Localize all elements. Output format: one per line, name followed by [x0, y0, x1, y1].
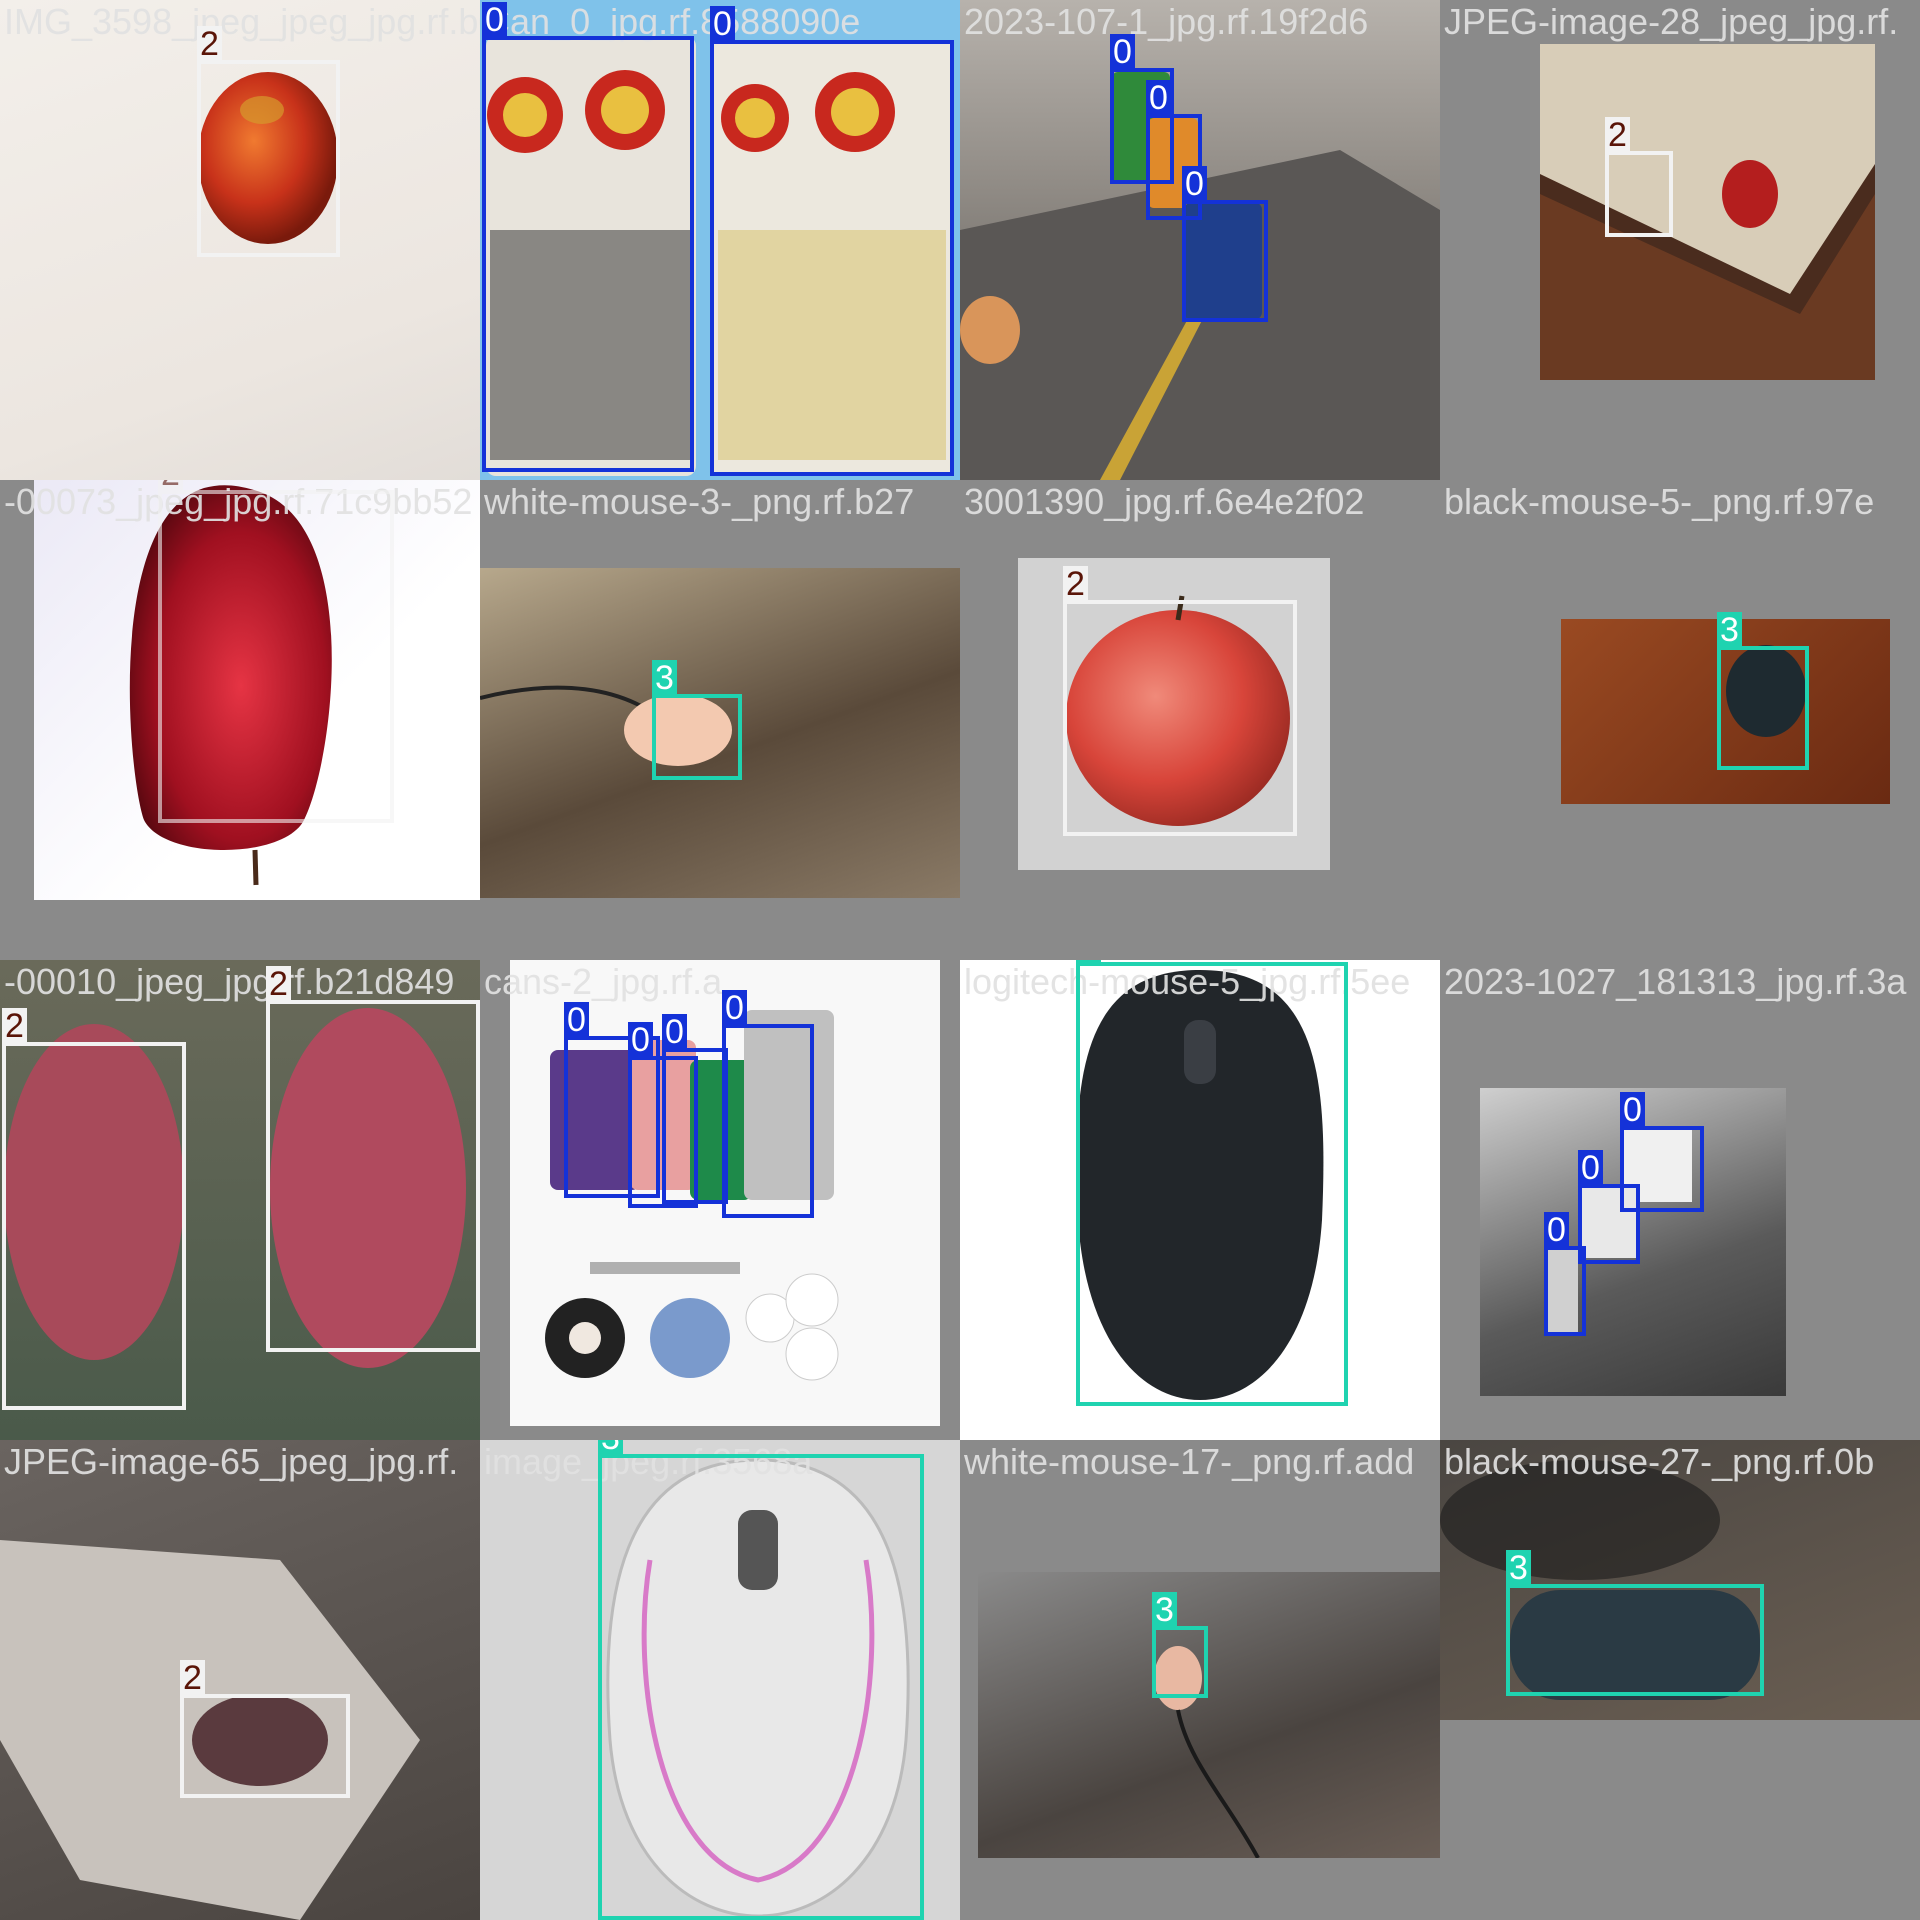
dark-apple-photo	[0, 1440, 480, 1920]
bounding-box: 0	[628, 1022, 698, 1208]
red-apple-illustration	[129, 485, 332, 886]
pink-apples-photo	[0, 960, 480, 1440]
bounding-box: 3	[1717, 612, 1809, 770]
bounding-box: 0	[722, 990, 814, 1218]
class-label: 0	[1544, 1212, 1569, 1248]
bounding-box: 3	[1506, 1550, 1764, 1696]
mosaic-tile: 2023-1027_181313_jpg.rf.3a 0 0 0	[1440, 960, 1920, 1440]
image-filename: white-mouse-17-_png.rf.add	[964, 1441, 1415, 1482]
bounding-box: 0	[564, 1002, 660, 1198]
image-filename: black-mouse-5-_png.rf.97e	[1444, 481, 1875, 522]
class-label: 0	[710, 6, 735, 42]
apple-grey-photo	[1018, 558, 1330, 870]
apple-photo	[0, 0, 480, 480]
class-label: 3	[1717, 612, 1742, 648]
class-label: 0	[1146, 80, 1171, 116]
class-label: 0	[722, 990, 747, 1026]
mosaic-tile: JPEG-image-28_jpeg_jpg.rf. 2	[1440, 0, 1920, 480]
class-label: 2	[2, 1008, 27, 1044]
image-filename: 3001390_jpg.rf.6e4e2f02	[964, 481, 1365, 522]
bounding-box: 0	[1182, 166, 1268, 322]
bounding-box: 0	[1578, 1150, 1640, 1264]
class-label: 0	[564, 1002, 589, 1038]
bounding-box: 0	[1620, 1092, 1704, 1212]
class-label: 3	[1152, 1592, 1177, 1628]
logitech-mouse-photo	[960, 960, 1440, 1440]
apple-on-lace-photo	[1540, 44, 1875, 380]
bounding-box: 2	[1605, 117, 1673, 237]
red-apple-photo	[34, 480, 480, 900]
small-mouse-illustration	[1154, 1646, 1260, 1858]
class-label: 0	[662, 1014, 687, 1050]
mosaic-tile: black-mouse-5-_png.rf.97e 3	[1440, 480, 1920, 960]
cans-photo	[480, 0, 960, 480]
mosaic-tile: IMG_3598_jpeg_jpeg_jpg.rf.b0e7c5b238f07d…	[0, 0, 480, 480]
bounding-box: 0	[1110, 34, 1174, 184]
class-label: 0	[1110, 34, 1135, 70]
mosaic-tile: logitech-mouse-5_jpg.rf.5ee 3	[960, 960, 1440, 1440]
class-label: 3	[1506, 1550, 1531, 1586]
class-label: 0	[1182, 166, 1207, 202]
bounding-box: 2	[2, 1008, 186, 1410]
class-label: 2	[180, 1660, 205, 1696]
mosaic-tile: -00073_jpeg_jpg.rf.71c9bb52 2	[0, 480, 480, 960]
mosaic-tile: black-mouse-27-_png.rf.0b 3	[1440, 1440, 1920, 1920]
class-label: 3	[652, 660, 677, 696]
bounding-box: 0	[710, 6, 954, 476]
image-filename: JPEG-image-28_jpeg_jpg.rf.	[1444, 1, 1899, 42]
bounding-box: 2	[266, 966, 480, 1352]
table-photo	[960, 0, 1440, 480]
mosaic-tile: -00010_jpeg_jpg.rf.b21d849 2 2	[0, 960, 480, 1440]
white-mouse-illustration	[480, 685, 732, 766]
apple-illustration	[198, 72, 338, 244]
class-label: 2	[1063, 566, 1088, 602]
cans-on-seat-illustration	[1548, 1128, 1692, 1334]
bounding-box: 3	[598, 1440, 924, 1920]
pink-apples-illustration	[4, 1008, 466, 1368]
mosaic-tile: JPEG-image-65_jpeg_jpg.rf. 2	[0, 1440, 480, 1920]
class-label: 0	[1620, 1092, 1645, 1128]
black-mouse-illustration	[1726, 645, 1806, 737]
lace-table-illustration	[1540, 44, 1875, 380]
image-filename: white-mouse-3-_png.rf.b27	[484, 481, 915, 522]
bounding-box: 3	[1152, 1592, 1208, 1698]
class-label: 2	[266, 966, 291, 1002]
mouse-on-floor-photo	[978, 1572, 1440, 1858]
class-label: 0	[482, 2, 507, 38]
mosaic-tile: Can_0_jpg.rf.8588090e 0 0	[480, 0, 960, 480]
mosaic-tile: image_jpeg.rf.3568a 3	[480, 1440, 960, 1920]
mouse-on-table-photo	[480, 568, 960, 898]
black-mouse-illustration	[1076, 970, 1324, 1400]
class-label: 0	[1578, 1150, 1603, 1186]
mosaic-tile: 2023-107-1_jpg.rf.19f2d6 0 0 0	[960, 0, 1440, 480]
mosaic-tile: cans-2_jpg.rf.a 0 0 0 0	[480, 960, 960, 1440]
grey-mouse-illustration	[606, 1458, 910, 1918]
bounding-box: 2	[180, 1660, 350, 1798]
bounding-box: 2	[1063, 566, 1297, 836]
bounding-box: 0	[482, 2, 694, 472]
bounding-box: 3	[652, 660, 742, 780]
class-label: 2	[197, 26, 222, 62]
image-filename: 2023-1027_181313_jpg.rf.3a	[1444, 961, 1907, 1002]
class-label: 3	[1076, 960, 1101, 964]
mosaic-tile: white-mouse-17-_png.rf.add 3	[960, 1440, 1440, 1920]
class-label: 0	[628, 1022, 653, 1058]
bounding-box: 3	[1076, 960, 1348, 1406]
bounding-box: 0	[1544, 1212, 1586, 1336]
beer-cans-illustration	[486, 36, 952, 476]
tabletop-illustration	[960, 72, 1440, 480]
class-label: 2	[1605, 117, 1630, 153]
class-label: 3	[598, 1440, 623, 1456]
grayscale-seat-photo	[1480, 1088, 1786, 1396]
grey-mouse-photo	[480, 1440, 960, 1920]
class-label: 2	[158, 480, 183, 492]
mosaic-tile: white-mouse-3-_png.rf.b27 3	[480, 480, 960, 960]
paper-and-apple-illustration	[0, 1540, 420, 1920]
mosaic-tile: 3001390_jpg.rf.6e4e2f02 2	[960, 480, 1440, 960]
bounding-box: 2	[158, 480, 394, 823]
bounding-box: 2	[197, 26, 340, 257]
